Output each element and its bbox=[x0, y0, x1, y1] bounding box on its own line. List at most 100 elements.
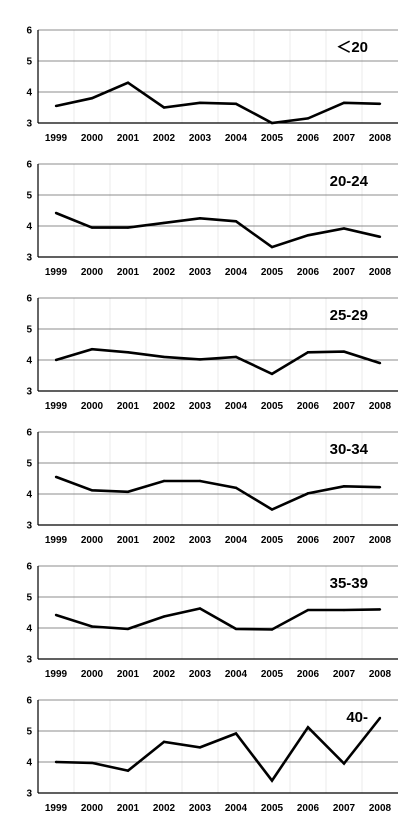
series-line bbox=[55, 607, 381, 631]
data-point bbox=[198, 479, 202, 483]
x-tick-label: 2008 bbox=[369, 267, 392, 278]
data-point bbox=[306, 117, 310, 120]
data-point bbox=[234, 355, 238, 359]
y-tick-label: 3 bbox=[26, 253, 32, 264]
x-tick-label: 2008 bbox=[369, 803, 392, 814]
x-tick-label: 2003 bbox=[189, 401, 212, 412]
y-tick-label: 3 bbox=[26, 655, 32, 666]
x-tick-label: 2005 bbox=[261, 401, 284, 412]
y-tick-label: 6 bbox=[26, 696, 32, 707]
y-tick-label: 4 bbox=[26, 758, 32, 769]
data-point bbox=[234, 220, 238, 223]
data-point bbox=[162, 221, 166, 225]
y-tick-label: 4 bbox=[26, 624, 32, 635]
x-tick-label: 1999 bbox=[45, 133, 68, 144]
data-point bbox=[270, 245, 274, 249]
x-tick-label: 2004 bbox=[225, 133, 248, 144]
chart-panel-3: 3 4 5 6 1999 2000 2001 2002 2003 2004 2005 2006 2007… bbox=[26, 294, 398, 412]
x-tick-label: 2008 bbox=[369, 669, 392, 680]
data-point bbox=[378, 716, 382, 720]
panel-title: 40- bbox=[346, 709, 368, 726]
x-tick-label: 2007 bbox=[333, 535, 356, 546]
x-tick-label: 2007 bbox=[333, 133, 356, 144]
x-tick-label: 2000 bbox=[81, 669, 104, 680]
x-tick-label: 2006 bbox=[297, 267, 320, 278]
panel-title: 30-34 bbox=[330, 441, 369, 458]
x-tick-label: 2006 bbox=[297, 669, 320, 680]
y-tick-label: 5 bbox=[26, 727, 32, 738]
chart-panel-4: 3 4 5 6 1999 2000 2001 2002 2003 2004 2005 2006 2007… bbox=[26, 428, 398, 546]
x-tick-label: 2000 bbox=[81, 401, 104, 412]
data-point bbox=[378, 235, 382, 239]
panel-title: 35-39 bbox=[330, 575, 368, 592]
data-point bbox=[342, 762, 346, 765]
x-tick-label: 2007 bbox=[333, 401, 356, 412]
x-tick-label: 2002 bbox=[153, 669, 176, 680]
x-tick-label: 2002 bbox=[153, 267, 176, 278]
y-tick-label: 5 bbox=[26, 191, 32, 202]
y-tick-label: 4 bbox=[26, 88, 32, 99]
data-point bbox=[90, 226, 94, 229]
data-point bbox=[198, 217, 202, 220]
x-tick-label: 2004 bbox=[225, 803, 248, 814]
x-tick-label: 1999 bbox=[45, 535, 68, 546]
x-tick-label: 2004 bbox=[225, 535, 248, 546]
x-tick-label: 2003 bbox=[189, 535, 212, 546]
data-point bbox=[54, 475, 58, 479]
x-tick-label: 2005 bbox=[261, 267, 284, 278]
data-point bbox=[126, 226, 130, 229]
x-tick-label: 2003 bbox=[189, 133, 212, 144]
x-tick-label: 2000 bbox=[81, 267, 104, 278]
data-point bbox=[162, 479, 166, 483]
x-tick-label: 2006 bbox=[297, 133, 320, 144]
data-point bbox=[234, 486, 238, 489]
data-point bbox=[270, 628, 274, 631]
data-point bbox=[54, 211, 58, 215]
x-tick-label: 2003 bbox=[189, 669, 212, 680]
data-point bbox=[198, 101, 202, 105]
y-tick-label: 5 bbox=[26, 325, 32, 336]
y-tick-label: 6 bbox=[26, 562, 32, 573]
data-point bbox=[126, 490, 130, 494]
data-point bbox=[198, 746, 202, 749]
x-tick-label: 2003 bbox=[189, 267, 212, 278]
panel-title: 20-24 bbox=[330, 173, 369, 190]
x-tick-label: 2003 bbox=[189, 803, 212, 814]
data-point bbox=[234, 732, 238, 735]
data-point bbox=[234, 102, 238, 105]
x-tick-label: 1999 bbox=[45, 803, 68, 814]
y-tick-label: 6 bbox=[26, 26, 32, 37]
data-point bbox=[90, 625, 94, 628]
x-tick-label: 2007 bbox=[333, 803, 356, 814]
series-line bbox=[55, 717, 382, 783]
y-tick-label: 6 bbox=[26, 428, 32, 439]
panel-title: 25-29 bbox=[330, 307, 368, 324]
chart-panel-6: 3 4 5 6 1999 2000 2001 2002 2003 2004 2005 2006 2007… bbox=[26, 696, 398, 814]
y-tick-label: 3 bbox=[26, 119, 32, 130]
x-tick-label: 2000 bbox=[81, 535, 104, 546]
x-tick-label: 2001 bbox=[117, 535, 140, 546]
series-line bbox=[55, 211, 381, 249]
y-tick-label: 5 bbox=[26, 459, 32, 470]
x-tick-label: 2004 bbox=[225, 267, 248, 278]
chart-panel-2: 3 4 5 6 1999 2000 2001 2002 2003 2004 2005 2006 2007… bbox=[26, 160, 398, 278]
y-tick-label: 6 bbox=[26, 294, 32, 305]
x-tick-label: 2004 bbox=[225, 401, 248, 412]
x-tick-label: 2005 bbox=[261, 133, 284, 144]
data-point bbox=[126, 351, 130, 354]
x-tick-label: 2006 bbox=[297, 401, 320, 412]
x-tick-label: 2001 bbox=[117, 803, 140, 814]
data-point bbox=[90, 761, 94, 765]
chart-panel-5: 3 4 5 6 1999 2000 2001 2002 2003 2004 2005 2006 2007… bbox=[26, 562, 398, 680]
data-point bbox=[54, 358, 58, 362]
panel-title: ＜20 bbox=[336, 39, 368, 56]
data-point bbox=[234, 627, 238, 631]
x-tick-label: 2002 bbox=[153, 803, 176, 814]
x-tick-label: 2004 bbox=[225, 669, 248, 680]
x-tick-label: 1999 bbox=[45, 267, 68, 278]
data-point bbox=[270, 779, 274, 782]
x-tick-label: 2006 bbox=[297, 535, 320, 546]
x-tick-label: 2006 bbox=[297, 803, 320, 814]
data-point bbox=[270, 121, 274, 125]
